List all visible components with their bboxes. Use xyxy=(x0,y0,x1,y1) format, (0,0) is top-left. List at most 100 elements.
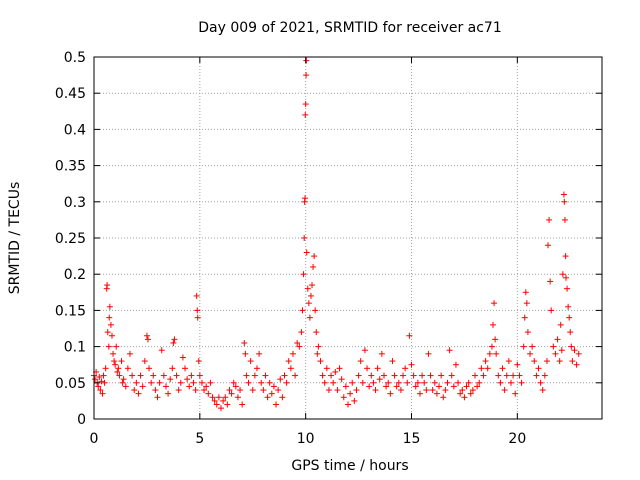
data-point xyxy=(480,372,487,379)
data-point xyxy=(391,372,398,379)
data-point xyxy=(102,365,109,372)
data-point xyxy=(196,372,203,379)
data-point xyxy=(427,372,434,379)
data-point xyxy=(126,350,133,357)
data-point xyxy=(179,354,186,361)
data-point xyxy=(486,350,493,357)
data-point xyxy=(115,365,122,372)
data-point xyxy=(566,314,573,321)
data-point xyxy=(402,365,409,372)
data-point xyxy=(370,379,377,386)
data-point xyxy=(514,361,521,368)
data-point xyxy=(543,358,550,365)
data-point xyxy=(554,336,561,343)
data-point xyxy=(268,390,275,397)
data-point xyxy=(122,383,129,390)
data-point xyxy=(478,365,485,372)
data-point xyxy=(366,383,373,390)
data-point xyxy=(550,343,557,350)
x-tick-label: 0 xyxy=(90,431,99,447)
data-point xyxy=(124,365,131,372)
data-point xyxy=(312,307,319,314)
data-point xyxy=(111,358,118,365)
data-point xyxy=(302,195,309,202)
data-point xyxy=(433,390,440,397)
data-point xyxy=(114,368,121,375)
data-point xyxy=(158,347,165,354)
data-point xyxy=(546,216,553,223)
data-point xyxy=(195,358,202,365)
data-point xyxy=(408,361,415,368)
data-point xyxy=(152,387,159,394)
data-point xyxy=(361,347,368,354)
data-point xyxy=(548,307,555,314)
data-point xyxy=(395,379,402,386)
data-point xyxy=(380,372,387,379)
data-point xyxy=(154,394,161,401)
data-point xyxy=(171,336,178,343)
data-point xyxy=(135,390,142,397)
data-point xyxy=(300,271,307,278)
data-point xyxy=(522,289,529,296)
data-point xyxy=(569,358,576,365)
data-point xyxy=(400,372,407,379)
data-point xyxy=(139,383,146,390)
data-point xyxy=(440,394,447,401)
data-point xyxy=(303,72,310,79)
data-point xyxy=(230,379,237,386)
data-point xyxy=(314,350,321,357)
axis-ticks xyxy=(93,56,602,420)
data-point xyxy=(241,339,248,346)
data-point xyxy=(323,365,330,372)
y-axis-label: SRMTID / TECUs xyxy=(7,182,23,295)
data-point xyxy=(334,387,341,394)
data-point xyxy=(224,401,231,408)
data-point xyxy=(472,372,478,379)
data-point xyxy=(527,350,534,357)
data-point xyxy=(95,383,102,390)
data-point xyxy=(118,358,125,365)
data-point xyxy=(101,379,108,386)
data-point xyxy=(188,372,195,379)
data-point xyxy=(457,390,464,397)
data-point xyxy=(306,314,313,321)
data-point xyxy=(505,358,512,365)
data-point xyxy=(376,376,383,383)
data-point xyxy=(484,365,491,372)
data-point xyxy=(560,191,567,198)
data-point xyxy=(113,343,120,350)
data-point xyxy=(416,390,423,397)
data-point xyxy=(143,332,150,339)
data-point xyxy=(100,372,107,379)
data-point xyxy=(510,372,517,379)
data-point xyxy=(258,379,265,386)
data-point xyxy=(461,394,468,401)
data-point xyxy=(338,376,345,383)
data-point xyxy=(495,372,502,379)
plot-frame xyxy=(93,56,603,420)
data-point xyxy=(141,358,148,365)
data-point xyxy=(345,401,351,408)
data-point xyxy=(531,358,538,365)
data-point xyxy=(311,253,318,260)
data-point xyxy=(220,397,227,404)
data-point xyxy=(493,350,500,357)
data-point xyxy=(298,329,305,336)
data-point xyxy=(277,376,284,383)
y-tick-label: 0.2 xyxy=(64,267,86,283)
data-point xyxy=(317,358,324,365)
data-point xyxy=(194,314,201,321)
data-point xyxy=(150,372,157,379)
data-point xyxy=(452,361,459,368)
data-point xyxy=(419,372,426,379)
data-point xyxy=(110,350,117,357)
data-point xyxy=(565,303,572,310)
data-point xyxy=(562,253,569,260)
y-tick-labels: 0 0.05 0.1 0.15 0.2 0.25 0.3 0.35 0.4 0.45 0.5 xyxy=(55,50,86,428)
data-point xyxy=(512,390,519,397)
data-point xyxy=(175,387,182,394)
data-point xyxy=(552,350,559,357)
data-point xyxy=(359,379,366,386)
data-point xyxy=(425,350,432,357)
